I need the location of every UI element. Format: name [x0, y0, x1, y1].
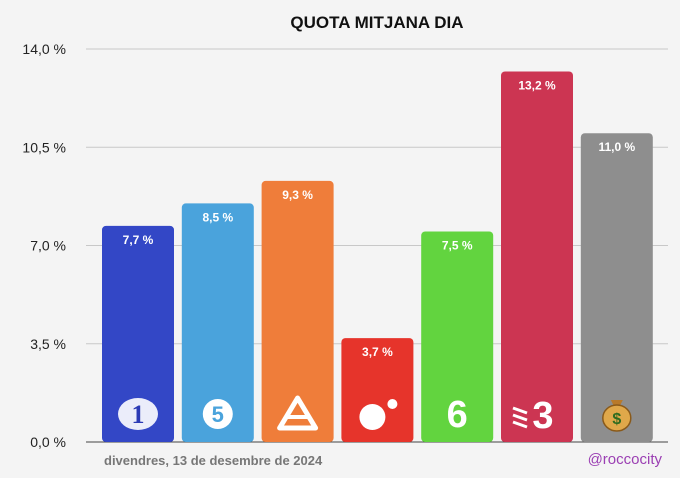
data-label: 7,7 % — [123, 233, 154, 247]
bars — [102, 71, 653, 442]
data-label: 7,5 % — [442, 238, 473, 252]
svg-text:5: 5 — [212, 402, 224, 427]
y-tick-label: 7,0 % — [30, 238, 66, 254]
telecinco-logo-icon: 5 — [202, 399, 233, 429]
svg-text:1: 1 — [132, 400, 145, 429]
svg-text:$: $ — [612, 411, 621, 428]
y-tick-label: 14,0 % — [22, 41, 66, 57]
bar — [341, 338, 414, 442]
data-labels: 7,7 % 8,5 % 9,3 % 3,7 % 7,5 % 13,2 % 11,0 % — [123, 78, 636, 359]
svg-text:6: 6 — [447, 394, 468, 436]
bar-icons: 1 5 6 3 $ — [118, 394, 632, 437]
y-tick-label: 3,5 % — [30, 336, 66, 352]
bar — [102, 225, 174, 442]
y-tick-label: 0,0 % — [30, 434, 66, 450]
data-label: 9,3 % — [282, 188, 313, 202]
y-axis-ticks: 0,0 % 3,5 % 7,0 % 10,5 % 14,0 % — [22, 41, 66, 450]
cuatro-logo-icon — [359, 399, 398, 430]
tv3-logo-icon: 3 — [512, 395, 554, 437]
bar — [421, 231, 494, 442]
data-label: 8,5 % — [202, 210, 233, 224]
bar — [261, 180, 334, 442]
footer-date: divendres, 13 de desembre de 2024 — [104, 453, 323, 468]
chart-title: QUOTA MITJANA DIA — [290, 13, 463, 32]
la-sexta-logo-icon: 6 — [447, 394, 468, 436]
svg-text:3: 3 — [532, 395, 553, 437]
bar — [580, 133, 653, 442]
money-bag-icon: $ — [602, 400, 632, 432]
data-label: 11,0 % — [598, 140, 635, 154]
footer-handle: @roccocity — [587, 451, 662, 468]
bar — [181, 203, 254, 442]
la-1-logo-icon: 1 — [118, 398, 158, 430]
data-label: 3,7 % — [362, 345, 393, 359]
antena-3-logo-icon — [277, 395, 319, 431]
y-tick-label: 10,5 % — [22, 139, 66, 155]
bar — [501, 71, 573, 442]
data-label: 13,2 % — [518, 78, 556, 92]
